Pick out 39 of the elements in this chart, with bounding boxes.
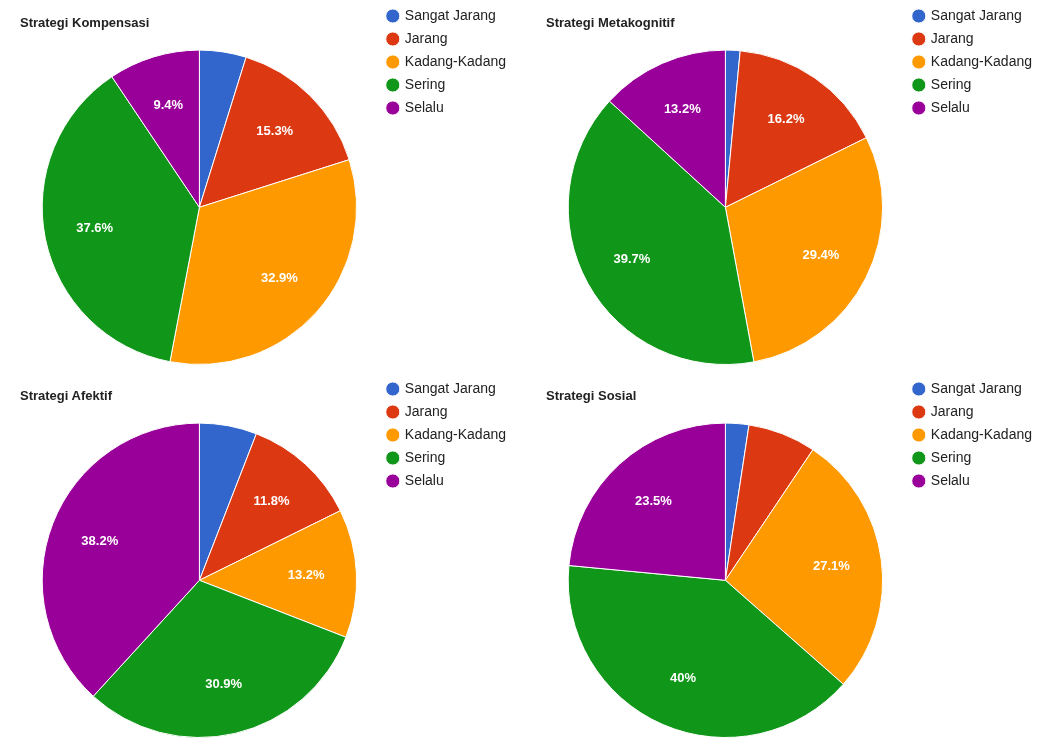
data-label: 9.4%	[153, 96, 184, 112]
legend-label: Selalu	[930, 98, 970, 115]
legend-label: Selalu	[930, 471, 970, 488]
legend-label: Selalu	[404, 98, 444, 115]
data-label: 38.2%	[81, 533, 119, 549]
legend-label: Kadang-Kadang	[930, 425, 1032, 442]
legend-label: Kadang-Kadang	[404, 52, 506, 69]
text: Strategi Afektif	[20, 388, 113, 404]
data-label: 29.4%	[802, 246, 840, 262]
legend-label: Sering	[930, 75, 972, 92]
legend-label: Sangat Jarang	[930, 379, 1022, 396]
legend-label: Sering	[404, 75, 446, 92]
legend-label: Kadang-Kadang	[930, 52, 1032, 69]
data-label: 13.2%	[287, 567, 326, 583]
data-label: 39.7%	[613, 250, 651, 266]
legend-label: Sangat Jarang	[404, 6, 496, 23]
data-label: 23.5%	[635, 492, 673, 508]
data-label: 32.9%	[260, 269, 299, 285]
legend-label: Jarang	[930, 29, 974, 46]
text: Strategi Sosial	[546, 388, 637, 404]
legend-label: Jarang	[930, 402, 974, 419]
text: Strategi Metakognitif	[546, 15, 676, 31]
legend-label: Sangat Jarang	[930, 6, 1022, 23]
data-label: 11.8%	[253, 493, 291, 509]
data-label: 37.6%	[76, 220, 114, 236]
legend-label: Jarang	[404, 29, 448, 46]
legend-label: Jarang	[404, 402, 448, 419]
legend-label: Selalu	[404, 471, 444, 488]
data-label: 40%	[669, 669, 697, 685]
data-label: 15.3%	[256, 123, 294, 139]
legend-label: Kadang-Kadang	[404, 425, 506, 442]
legend-label: Sering	[404, 448, 446, 465]
legend-label: Sering	[930, 448, 972, 465]
legend-label: Sangat Jarang	[404, 379, 496, 396]
data-label: 16.2%	[767, 110, 805, 126]
data-label: 13.2%	[663, 101, 702, 117]
text: Strategi Kompensasi	[20, 15, 150, 31]
data-label: 30.9%	[205, 675, 243, 691]
data-label: 27.1%	[812, 558, 851, 574]
